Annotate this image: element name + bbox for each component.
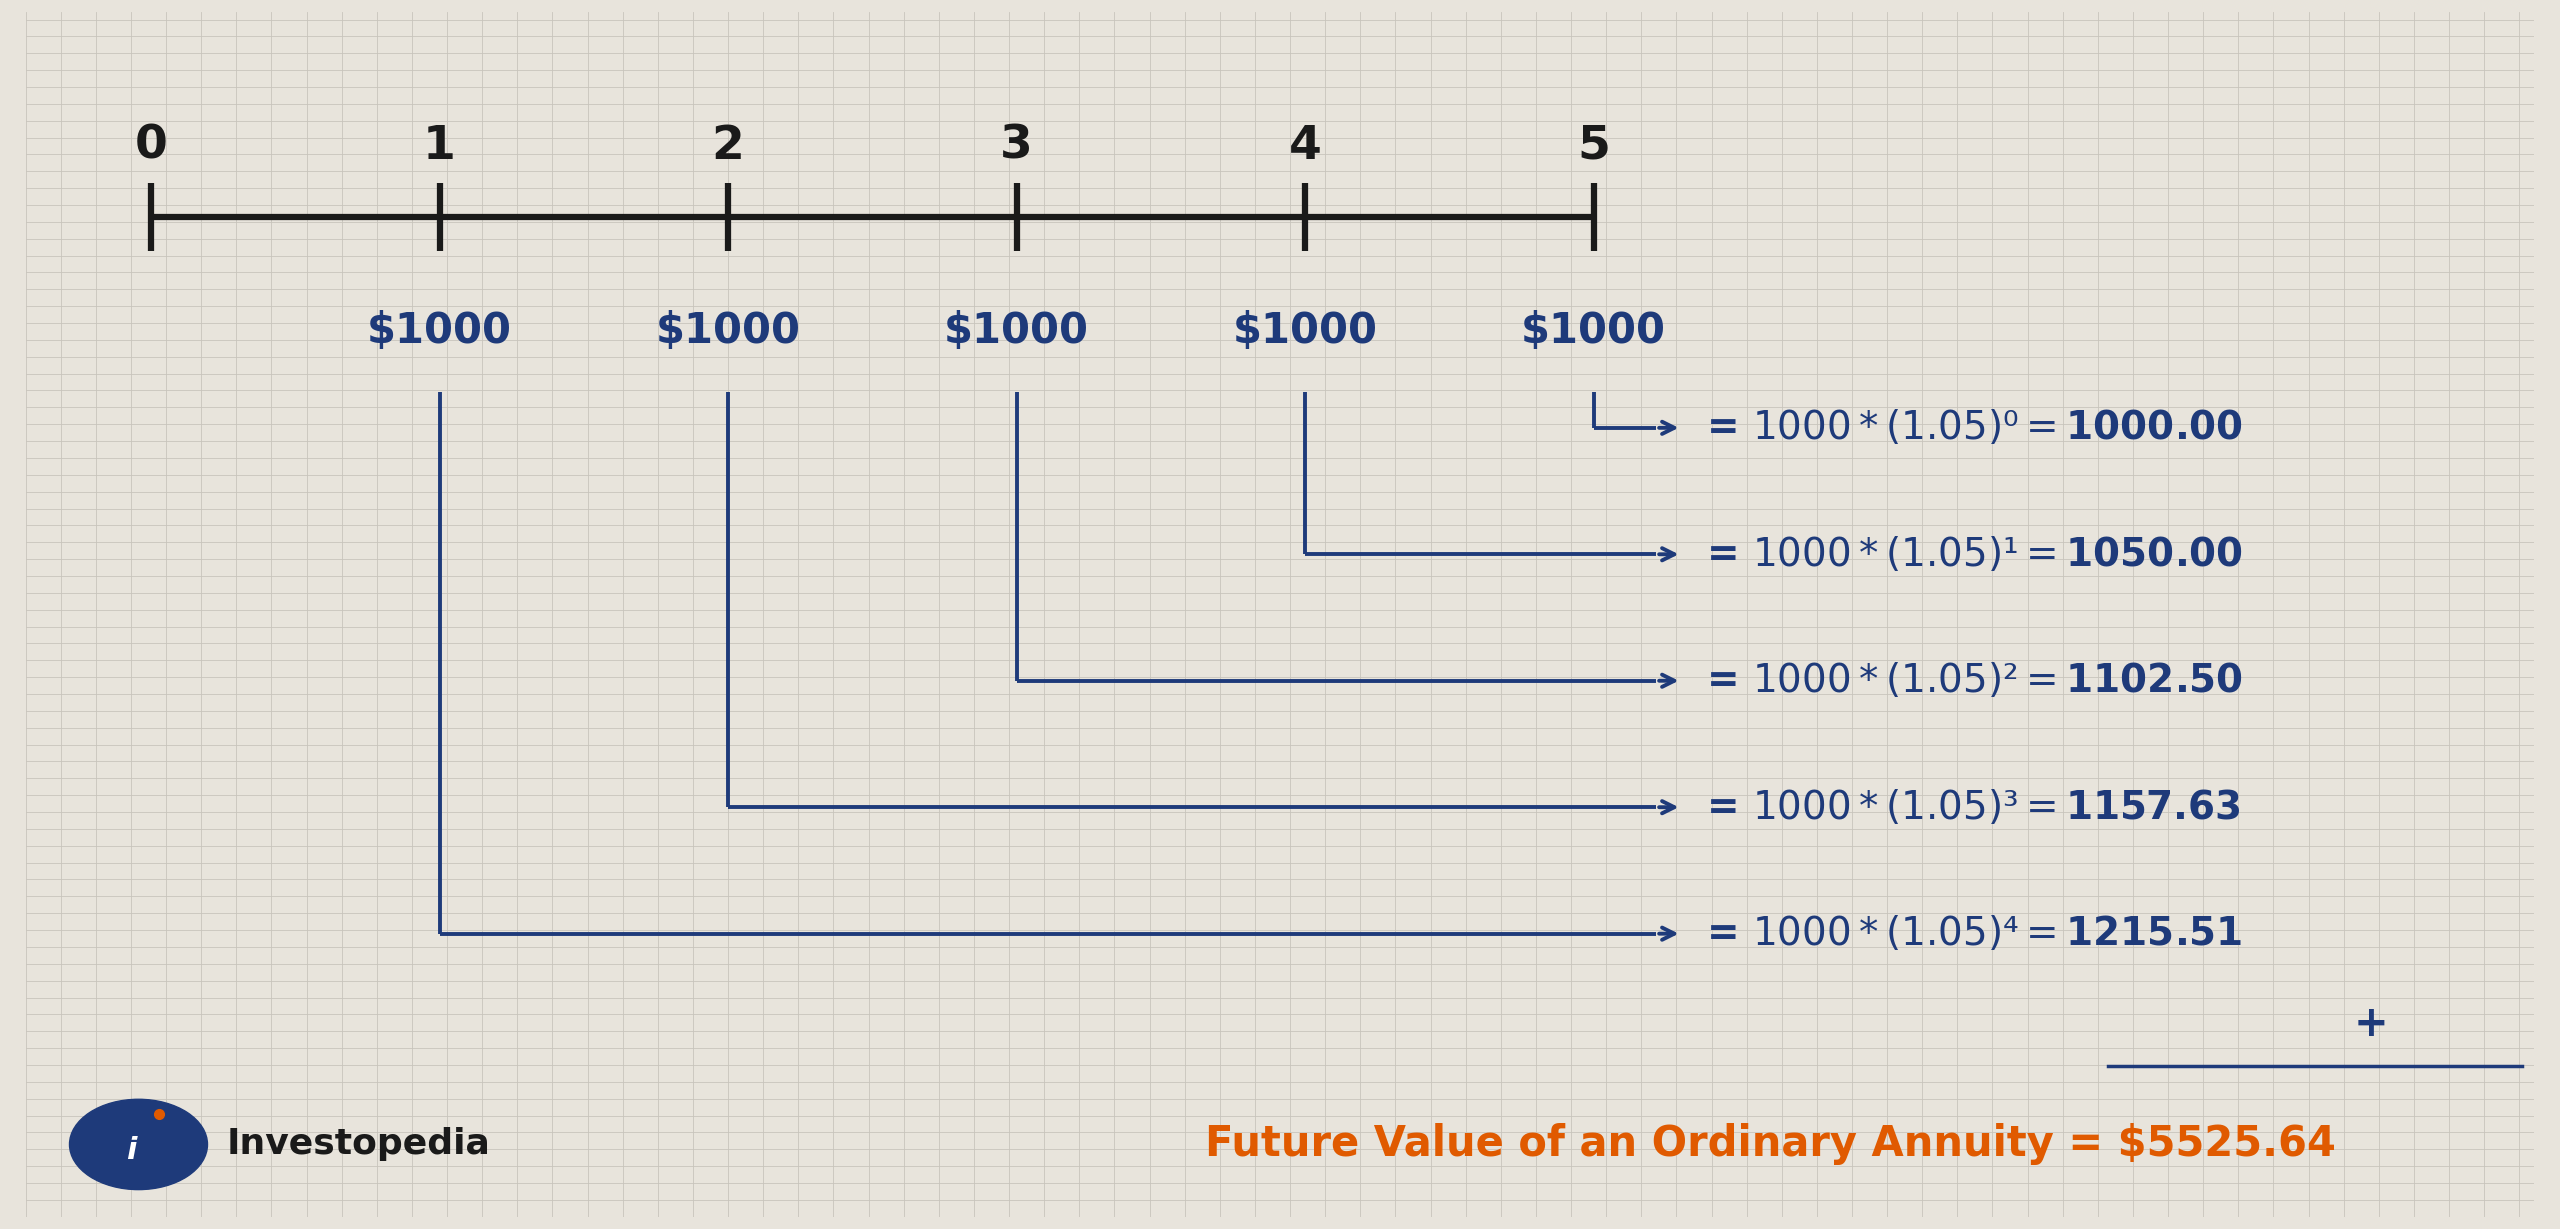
Text: = $1000*(1.05)⁴ = $1215.51: = $1000*(1.05)⁴ = $1215.51 [1708,914,2243,954]
Text: +: + [2355,1003,2388,1045]
Text: 3: 3 [1001,124,1032,168]
Text: 0: 0 [136,124,166,168]
Text: 4: 4 [1288,124,1321,168]
Text: 1: 1 [422,124,456,168]
Text: $1000: $1000 [655,311,801,353]
Ellipse shape [69,1099,207,1190]
Text: = $1000*(1.05)¹ = $1050.00: = $1000*(1.05)¹ = $1050.00 [1708,535,2243,574]
Text: $1000: $1000 [1231,311,1377,353]
Text: = $1000*(1.05)⁰ = $1000.00: = $1000*(1.05)⁰ = $1000.00 [1708,408,2243,447]
Text: 5: 5 [1577,124,1610,168]
Text: 2: 2 [712,124,745,168]
Text: $1000: $1000 [366,311,512,353]
Text: $1000: $1000 [945,311,1088,353]
Text: = $1000*(1.05)² = $1102.50: = $1000*(1.05)² = $1102.50 [1708,661,2243,701]
Text: $1000: $1000 [1521,311,1667,353]
Text: Investopedia: Investopedia [225,1127,489,1161]
Text: = $1000*(1.05)³ = $1157.63: = $1000*(1.05)³ = $1157.63 [1708,788,2240,827]
Text: Future Value of an Ordinary Annuity = $5525.64: Future Value of an Ordinary Annuity = $5… [1206,1123,2335,1165]
Text: i: i [125,1136,136,1165]
